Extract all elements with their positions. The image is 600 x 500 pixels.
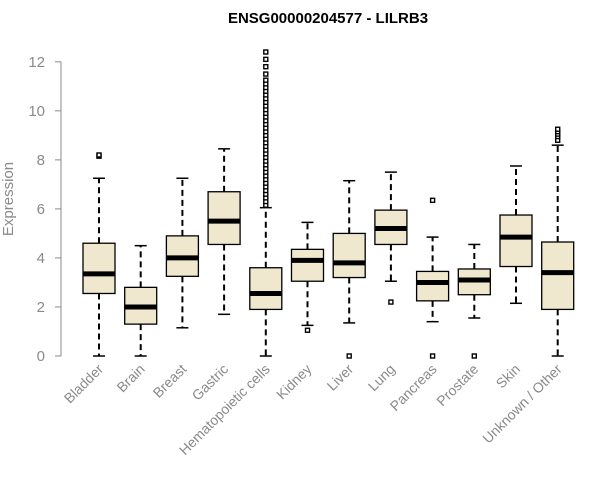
box-group — [82, 152, 116, 357]
outlier-point — [429, 197, 436, 204]
box-group — [249, 49, 283, 357]
plot-area — [82, 49, 575, 359]
box-iqr — [541, 241, 575, 311]
outlier-point — [263, 64, 269, 70]
x-tick-label: Bladder — [61, 361, 107, 407]
outlier-point — [263, 71, 269, 77]
outlier-point — [388, 299, 394, 305]
outlier-point — [429, 353, 436, 359]
outlier-point — [346, 353, 352, 359]
box-group — [374, 171, 408, 305]
box-group — [541, 126, 575, 357]
box-group — [165, 177, 200, 329]
x-tick-label: Brain — [113, 361, 147, 395]
box-iqr — [415, 270, 450, 302]
y-tick-label: 2 — [37, 299, 45, 316]
box-iqr — [207, 191, 241, 246]
y-tick-label: 4 — [37, 250, 45, 267]
y-tick-label: 12 — [28, 54, 45, 71]
x-tick-label: Unknown / Other — [479, 361, 565, 447]
x-tick-label: Kidney — [273, 361, 315, 403]
box-iqr — [290, 248, 325, 282]
box-iqr — [82, 242, 116, 295]
box-iqr — [249, 267, 283, 311]
outlier-point — [471, 353, 477, 359]
outlier-point — [555, 126, 561, 132]
x-tick-label: Lung — [365, 361, 398, 394]
y-tick-label: 6 — [37, 201, 45, 218]
x-tick-label: Skin — [493, 361, 524, 392]
outlier-point — [304, 327, 311, 333]
box-group — [457, 243, 491, 359]
y-tick-label: 8 — [37, 152, 45, 169]
box-group — [124, 244, 158, 357]
x-tick-label: Prostate — [433, 361, 481, 409]
box-group — [499, 165, 533, 305]
outlier-point — [96, 152, 102, 158]
box-group — [332, 179, 366, 359]
box-group — [415, 197, 450, 359]
y-axis-label: Expression — [0, 162, 17, 236]
y-tick-label: 10 — [28, 103, 45, 120]
outlier-point — [263, 49, 269, 55]
outlier-point — [263, 77, 269, 83]
box-group — [207, 148, 241, 316]
x-tick-label: Breast — [150, 361, 190, 401]
outlier-point — [263, 56, 269, 63]
box-iqr — [499, 214, 533, 268]
x-tick-label: Liver — [324, 361, 357, 394]
box-iqr — [332, 232, 366, 279]
box-group — [290, 221, 325, 333]
y-tick-label: 0 — [37, 348, 45, 365]
chart-title: ENSG00000204577 - LILRB3 — [228, 10, 428, 27]
y-axis: 0 2 4 6 8 10 12 — [28, 54, 62, 365]
